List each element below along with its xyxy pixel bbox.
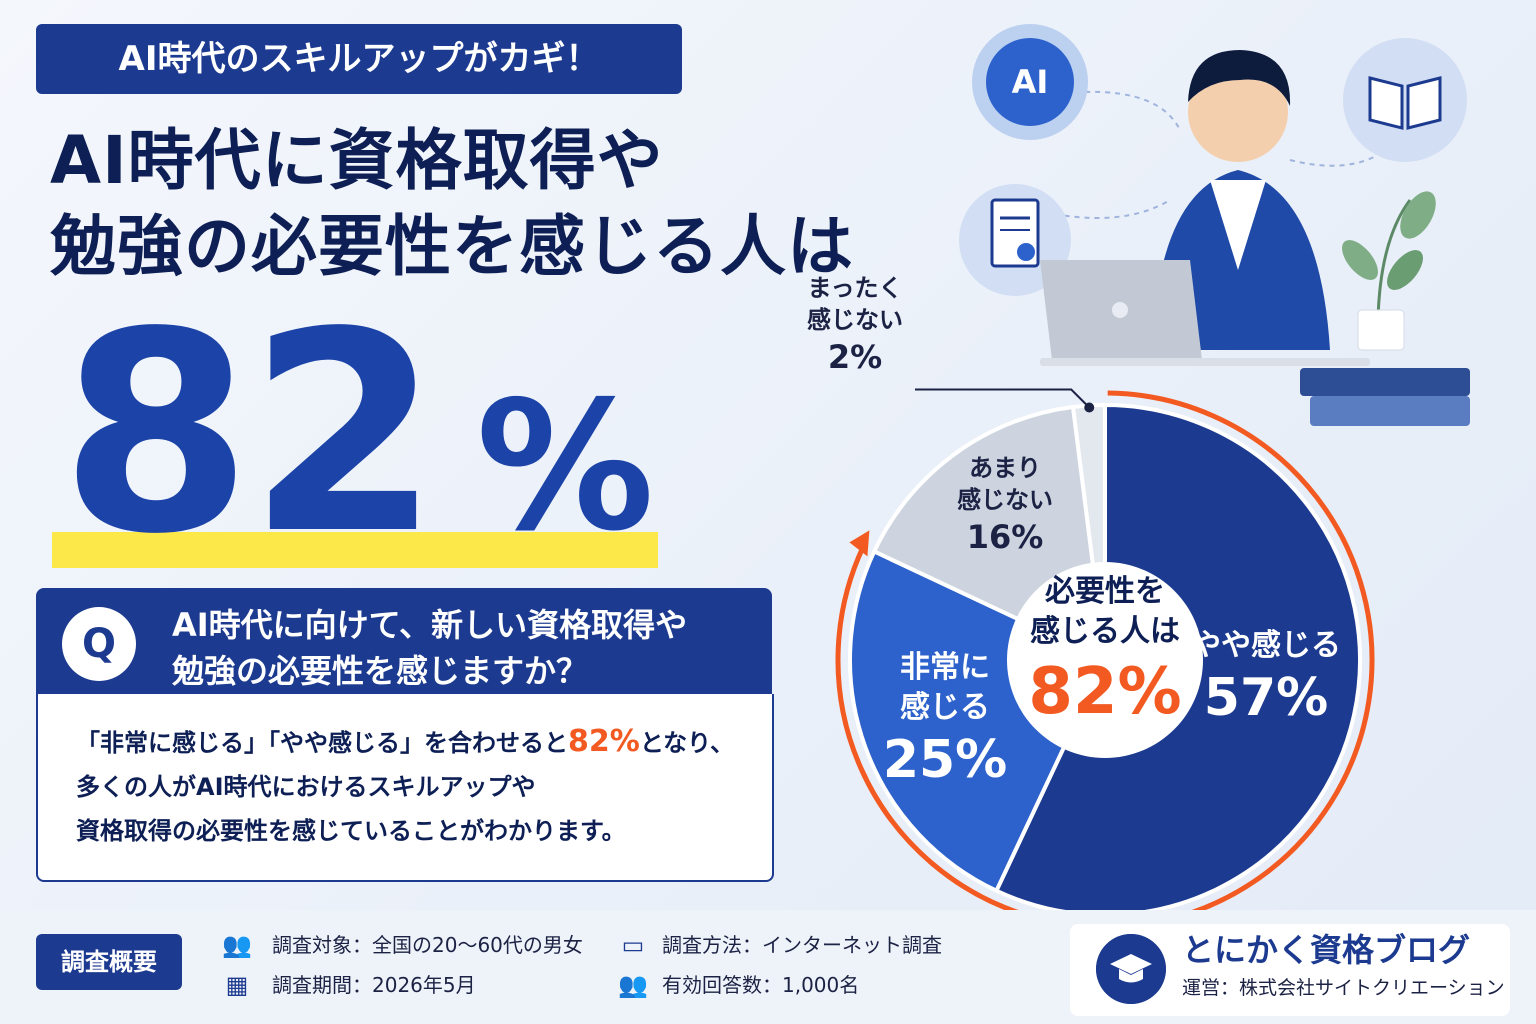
pie-label-text: やや感じる: [1191, 627, 1342, 663]
survey-responses: 有効回答数：1,000名: [662, 973, 860, 997]
worker-illustration: [959, 24, 1470, 426]
pie-label-text: 感じる: [900, 689, 991, 725]
leader-dot: [1084, 402, 1095, 413]
group-icon: 👥: [618, 971, 648, 999]
answer-text: 「非常に感じる」「やや感じる」を合わせると82%となり、 多くの人がAI時代にお…: [76, 720, 734, 853]
graduation-cap-icon: [1096, 934, 1166, 1004]
answer-pre: 「非常に感じる」「やや感じる」を合わせると: [76, 729, 568, 757]
pie-center-text: 必要性を: [1045, 574, 1165, 609]
section-tag: AI時代のスキルアップがカギ！: [36, 24, 682, 94]
q-badge-icon: Q: [62, 607, 136, 681]
pie-label-text: 感じない: [957, 486, 1054, 515]
pie-value-label: 16%: [966, 518, 1044, 557]
answer-highlight: 82%: [568, 724, 640, 759]
calendar-icon: ▦: [225, 971, 249, 999]
pie-label-2: 非常に感じる 25%: [855, 648, 1035, 792]
pie-label-text: 感じない: [807, 306, 903, 334]
headline-line1: AI時代に資格取得や: [50, 122, 664, 199]
survey-method: 調査方法：インターネット調査: [662, 933, 942, 957]
pie-center-text: 感じる人は: [1030, 614, 1180, 649]
pie-label-text: 非常に: [900, 649, 991, 685]
pie-value-label: 57%: [1203, 667, 1329, 728]
headline-line2: 勉強の必要性を感じる人は: [50, 208, 854, 285]
pie-value-label: 2%: [827, 338, 883, 376]
highlight-arc: [835, 390, 1375, 930]
pie-center-circle: [1007, 562, 1203, 758]
highlight-arrow-icon: [849, 530, 870, 557]
pie-center-label: 必要性を感じる人は 82%: [1005, 572, 1205, 732]
pie-label-text: まったく: [807, 274, 903, 302]
answer-line2: 多くの人がAI時代におけるスキルアップや: [76, 773, 536, 801]
question-text: AI時代に向けて、新しい資格取得や 勉強の必要性を感じますか？: [172, 602, 687, 694]
answer-post: となり、: [639, 729, 735, 757]
pie-value-label: 25%: [882, 729, 1008, 790]
survey-target: 調査対象：全国の20〜60代の男女: [272, 933, 583, 957]
question-line1: AI時代に向けて、新しい資格取得や: [172, 606, 688, 644]
people-icon: 👥: [222, 931, 252, 959]
big-percentage-unit: %: [476, 363, 655, 570]
pie-center-value: 82%: [1028, 655, 1182, 729]
pie-label-1: やや感じる 57%: [1176, 626, 1356, 730]
answer-line3: 資格取得の必要性を感じていることがわかります。: [76, 817, 626, 845]
question-line2: 勉強の必要性を感じますか？: [172, 652, 589, 690]
pie-label-4: まったく感じない 2%: [765, 272, 945, 378]
pie-label-text: あまり: [969, 454, 1042, 483]
headline: AI時代に資格取得や 勉強の必要性を感じる人は: [50, 118, 854, 290]
pie-label-3: あまり感じない 16%: [915, 452, 1095, 558]
survey-period: 調査期間：2026年5月: [272, 973, 476, 997]
monitor-icon: ▭: [621, 931, 645, 959]
survey-badge: 調査概要: [36, 934, 182, 990]
question-header: [36, 588, 772, 694]
brand-name: とにかく資格ブログ: [1182, 931, 1471, 969]
highlight-bar: [52, 532, 658, 568]
pie-labels: やや感じる 57% 非常に 感じる 25% あまり 感じない 16% まったく 感じない 2% 必要性…: [807, 274, 1420, 930]
big-percentage-number: 82: [60, 274, 440, 595]
answer-box: [36, 694, 774, 882]
brand-operator: 運営：株式会社サイトクリエーション: [1182, 977, 1505, 999]
ai-badge: AI: [1011, 63, 1049, 101]
leader-line: [915, 388, 1090, 409]
pie-chart: [835, 388, 1375, 930]
